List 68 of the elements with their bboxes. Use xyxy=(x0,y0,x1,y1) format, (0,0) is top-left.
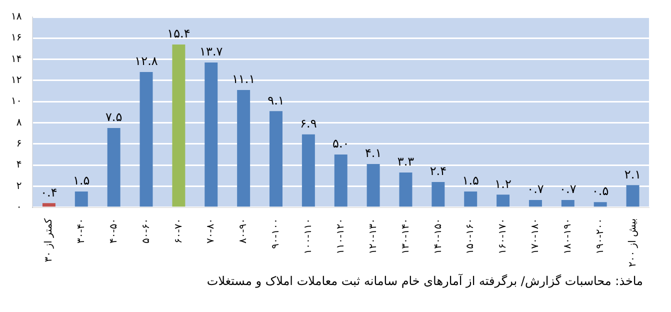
x-tick-label: کمتر از ۳۰ xyxy=(44,218,55,262)
data-label: ۱۵.۴ xyxy=(167,26,190,41)
text: ماخذ: محاسبات گزارش/ برگرفته از آمارهای خام سامانه ثبت معاملات املاک و مستغلات xyxy=(206,274,644,288)
bar xyxy=(204,62,218,207)
x-tick-label: ۱۴۰-۱۵۰ xyxy=(432,218,444,254)
data-label: ۲.۴ xyxy=(430,164,447,178)
data-label: ۰.۵ xyxy=(592,184,609,198)
bar xyxy=(594,202,607,207)
x-tick-label: ۱۳۰-۱۴۰ xyxy=(400,218,412,254)
bar xyxy=(140,72,153,207)
bar xyxy=(302,134,315,207)
bar xyxy=(464,192,478,207)
x-tick-label: ۵۰-۶۰ xyxy=(140,218,152,244)
y-tick-label: ۱۶ xyxy=(10,32,22,44)
data-label: ۰.۴ xyxy=(40,185,58,200)
x-tick-label: ۹۰-۱۰۰ xyxy=(270,218,282,249)
bar xyxy=(366,164,380,207)
y-tick-label: ۲ xyxy=(16,180,22,192)
bar xyxy=(432,182,445,207)
x-tick-label: ۷۰-۸۰ xyxy=(206,218,217,244)
data-label: ۲.۱ xyxy=(624,167,642,182)
bar xyxy=(270,111,282,207)
x-tick-label: ۳۰-۴۰ xyxy=(76,218,87,244)
data-label: ۴.۱ xyxy=(364,146,382,160)
bar xyxy=(172,44,186,207)
bar xyxy=(528,200,542,207)
y-tick-label: ۱۰ xyxy=(10,96,22,108)
data-label: ۱.۵ xyxy=(73,174,90,188)
bar xyxy=(42,203,56,207)
data-label: ۱.۵ xyxy=(462,174,479,188)
y-tick-label: ۱۲ xyxy=(10,75,22,86)
bar xyxy=(496,194,510,207)
y-tick-label: ۰ xyxy=(16,202,22,213)
data-label: ۱۳.۷ xyxy=(200,44,224,59)
x-tick-label: ۱۰۰-۱۱۰ xyxy=(303,218,314,254)
y-tick-label: ۱۸ xyxy=(10,12,22,23)
data-label: ۱۲.۸ xyxy=(134,54,158,68)
y-tick-label: ۴ xyxy=(16,160,22,171)
y-tick-label: ۸ xyxy=(16,117,22,128)
y-tick-label: ۱۴ xyxy=(10,54,22,65)
data-label: ۷.۵ xyxy=(105,110,122,124)
x-tick-label: ۱۶۰-۱۷۰ xyxy=(498,218,509,254)
x-tick-label: ۱۸۰-۱۹۰ xyxy=(562,218,574,254)
bar xyxy=(107,128,120,207)
x-tick-label: ۱۱۰-۱۲۰ xyxy=(335,218,346,254)
data-label: ۰.۷ xyxy=(560,182,577,196)
bar xyxy=(237,90,250,207)
data-label: ۱.۲ xyxy=(494,176,512,191)
x-tick-label: بیش از ۲۰۰ xyxy=(627,218,638,268)
data-label: ۰.۷ xyxy=(527,182,544,196)
x-tick-label: ۴۰-۵۰ xyxy=(108,218,120,244)
x-tick-label: ۶۰-۷۰ xyxy=(173,218,184,244)
bar xyxy=(334,154,348,207)
x-tick-label: ۱۹۰-۲۰۰ xyxy=(594,218,606,254)
bar xyxy=(399,172,412,207)
data-label: ۳.۳ xyxy=(397,154,415,169)
data-label: ۶.۹ xyxy=(300,116,317,131)
bar xyxy=(561,200,574,207)
y-tick-label: ۶ xyxy=(16,138,22,150)
x-tick-label: ۸۰-۹۰ xyxy=(238,218,250,244)
bar xyxy=(74,192,88,207)
x-tick-label: ۱۷۰-۱۸۰ xyxy=(530,218,542,254)
data-label: ۹.۱ xyxy=(268,93,284,108)
data-label: ۱۱.۱ xyxy=(232,72,256,86)
x-tick-label: ۱۵۰-۱۶۰ xyxy=(465,218,476,254)
data-label: ۵.۰ xyxy=(332,136,350,151)
x-tick-label: ۱۲۰-۱۳۰ xyxy=(368,218,379,254)
bar xyxy=(626,185,640,207)
